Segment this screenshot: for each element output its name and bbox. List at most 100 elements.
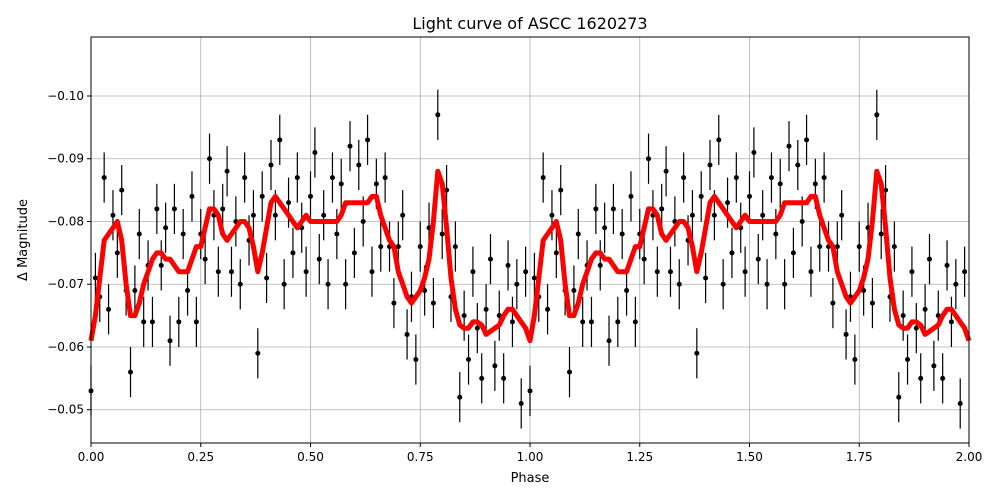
data-point (220, 206, 226, 212)
data-point (259, 193, 265, 199)
data-point (268, 162, 274, 168)
data-point (514, 281, 520, 287)
data-point (545, 306, 551, 312)
data-point (558, 187, 564, 193)
data-point (369, 269, 375, 275)
data-point (711, 212, 717, 218)
data-point (619, 231, 625, 237)
data-point (272, 212, 278, 218)
data-point (483, 306, 489, 312)
y-tick-label: −0.08 (47, 214, 84, 228)
data-point (878, 231, 884, 237)
data-point (360, 218, 366, 224)
data-point (391, 300, 397, 306)
data-point (167, 338, 173, 344)
data-point (580, 319, 586, 325)
y-axis-label: Δ Magnitude (16, 199, 31, 281)
data-point (242, 175, 248, 181)
data-point (141, 319, 147, 325)
data-point (896, 394, 902, 400)
data-point (856, 244, 862, 250)
data-point (790, 250, 796, 256)
data-point (277, 137, 283, 143)
data-point (808, 269, 814, 275)
data-point (852, 357, 858, 363)
data-point (593, 206, 599, 212)
y-tick-label: −0.07 (47, 277, 84, 291)
data-point (821, 175, 827, 181)
data-point (641, 256, 647, 262)
data-point (628, 193, 634, 199)
data-point (101, 175, 107, 181)
data-point (751, 149, 757, 155)
data-point (382, 175, 388, 181)
data-point (176, 319, 182, 325)
data-point (782, 281, 788, 287)
data-point (812, 181, 818, 187)
data-point (163, 225, 169, 231)
x-axis-label: Phase (511, 471, 550, 486)
x-tick-label: 0.00 (78, 450, 105, 464)
data-point (119, 187, 125, 193)
chart-title: Light curve of ASCC 1620273 (412, 14, 647, 33)
data-point (540, 175, 546, 181)
data-point (136, 231, 142, 237)
data-point (185, 288, 191, 294)
data-point (733, 175, 739, 181)
data-point (250, 212, 256, 218)
data-point (128, 369, 134, 375)
data-point (422, 288, 428, 294)
data-point (944, 262, 950, 268)
data-point (905, 357, 911, 363)
data-point (461, 313, 467, 319)
y-axis: −0.10 −0.09 −0.08 −0.07 −0.06 −0.05 (47, 89, 91, 417)
data-point (869, 300, 875, 306)
data-point (325, 281, 331, 287)
data-point (106, 306, 112, 312)
data-point (228, 269, 234, 275)
y-tick-label: −0.05 (47, 403, 84, 417)
data-point (329, 175, 335, 181)
y-tick-label: −0.10 (47, 89, 84, 103)
data-point (290, 250, 296, 256)
data-point (900, 313, 906, 319)
data-point (615, 319, 621, 325)
data-point (373, 181, 379, 187)
data-point (501, 375, 507, 381)
data-point (180, 231, 186, 237)
data-point (720, 281, 726, 287)
data-point (132, 288, 138, 294)
y-tick-label: −0.09 (47, 152, 84, 166)
data-point (957, 400, 963, 406)
data-point (931, 363, 937, 369)
data-point (474, 325, 480, 331)
data-point (110, 212, 116, 218)
data-point (843, 331, 849, 337)
x-tick-label: 0.50 (297, 450, 324, 464)
data-point (891, 244, 897, 250)
data-point (962, 269, 968, 275)
data-point (509, 319, 515, 325)
data-point (922, 306, 928, 312)
data-point (777, 181, 783, 187)
data-point (624, 288, 630, 294)
data-point (400, 212, 406, 218)
data-point (338, 181, 344, 187)
data-point (417, 244, 423, 250)
data-point (725, 200, 731, 206)
data-point (602, 225, 608, 231)
data-point (610, 206, 616, 212)
y-tick-label: −0.06 (47, 340, 84, 354)
data-point (523, 269, 529, 275)
data-point (571, 288, 577, 294)
data-point (909, 269, 915, 275)
data-point (439, 231, 445, 237)
data-point (114, 250, 120, 256)
data-point (694, 350, 700, 356)
x-tick-label: 0.75 (407, 450, 434, 464)
data-point (918, 375, 924, 381)
x-tick-label: 1.25 (626, 450, 653, 464)
data-point (356, 162, 362, 168)
data-point (830, 300, 836, 306)
